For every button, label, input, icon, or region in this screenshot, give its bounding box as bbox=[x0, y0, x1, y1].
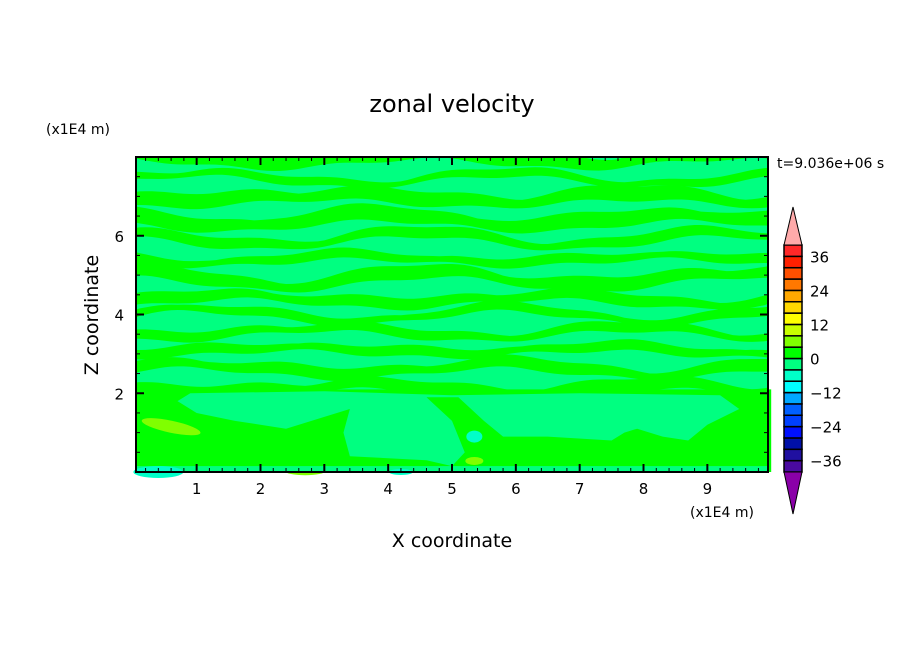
colorbar-swatch bbox=[783, 244, 803, 258]
contour-band bbox=[136, 300, 768, 328]
x-tick-label: 5 bbox=[447, 480, 457, 498]
contour-band bbox=[136, 157, 768, 172]
colorbar-swatch bbox=[783, 448, 803, 462]
y-axis-label: Z coordinate bbox=[81, 255, 103, 375]
colorbar-label: −24 bbox=[810, 419, 842, 437]
colorbar-swatch bbox=[783, 357, 803, 371]
colorbar-swatch bbox=[783, 414, 803, 428]
y-scale-label: (x1E4 m) bbox=[46, 122, 110, 138]
colorbar-label: 24 bbox=[810, 282, 829, 300]
chart-title: zonal velocity bbox=[369, 90, 534, 118]
colorbar-swatch bbox=[783, 335, 803, 348]
colorbar-label: −36 bbox=[810, 453, 842, 471]
y-tick-label: 4 bbox=[114, 307, 124, 325]
colorbar-swatch bbox=[783, 346, 803, 360]
colorbar-label: −12 bbox=[810, 385, 842, 403]
contour-negative-region bbox=[177, 391, 740, 467]
colorbar-swatch bbox=[783, 323, 803, 337]
colorbar-under-triangle bbox=[783, 471, 803, 515]
colorbar-swatch bbox=[783, 369, 803, 382]
y-tick-label: 2 bbox=[114, 385, 124, 403]
colorbar-label: 12 bbox=[810, 316, 829, 334]
contour-band bbox=[136, 320, 768, 343]
colorbar-label: 0 bbox=[810, 351, 820, 369]
contour-negative-patch bbox=[466, 430, 483, 443]
x-axis-label: X coordinate bbox=[392, 530, 512, 552]
x-tick-label: 3 bbox=[320, 480, 330, 498]
colorbar-swatch bbox=[783, 289, 803, 303]
contour-band bbox=[136, 339, 768, 360]
contour-band bbox=[136, 261, 768, 293]
x-tick-label: 4 bbox=[383, 480, 393, 498]
colorbar-swatch bbox=[783, 278, 803, 292]
colorbar-swatch bbox=[783, 301, 803, 314]
colorbar-swatch bbox=[783, 255, 803, 269]
x-tick-label: 8 bbox=[639, 480, 649, 498]
x-tick-label: 2 bbox=[256, 480, 266, 498]
contour-band bbox=[136, 286, 768, 311]
contour-band bbox=[136, 225, 768, 251]
contour-band bbox=[136, 354, 768, 382]
colorbar-swatch bbox=[783, 459, 803, 473]
colorbar-swatch bbox=[783, 403, 803, 416]
x-tick-label: 6 bbox=[511, 480, 521, 498]
colorbar-swatch bbox=[783, 380, 803, 394]
time-label: t=9.036e+06 s bbox=[777, 156, 884, 172]
x-tick-label: 9 bbox=[703, 480, 713, 498]
contour-band bbox=[136, 247, 768, 269]
contour-band bbox=[136, 376, 768, 400]
colorbar-swatch bbox=[783, 425, 803, 439]
contour-band bbox=[136, 203, 768, 234]
colorbar-swatch bbox=[783, 312, 803, 326]
x-tick-label: 7 bbox=[575, 480, 585, 498]
y-tick-label: 6 bbox=[114, 228, 124, 246]
contour-positive-patch bbox=[465, 456, 484, 465]
contour-band bbox=[136, 167, 768, 189]
contour-band bbox=[136, 185, 768, 210]
colorbar-swatch bbox=[783, 437, 803, 451]
colorbar-swatch bbox=[783, 266, 803, 280]
x-scale-label: (x1E4 m) bbox=[690, 505, 754, 521]
contour-positive-patch bbox=[141, 418, 201, 436]
x-tick-label: 1 bbox=[192, 480, 202, 498]
colorbar-over-triangle bbox=[783, 206, 803, 246]
colorbar-swatch bbox=[783, 391, 803, 405]
colorbar-label: 36 bbox=[810, 248, 829, 266]
